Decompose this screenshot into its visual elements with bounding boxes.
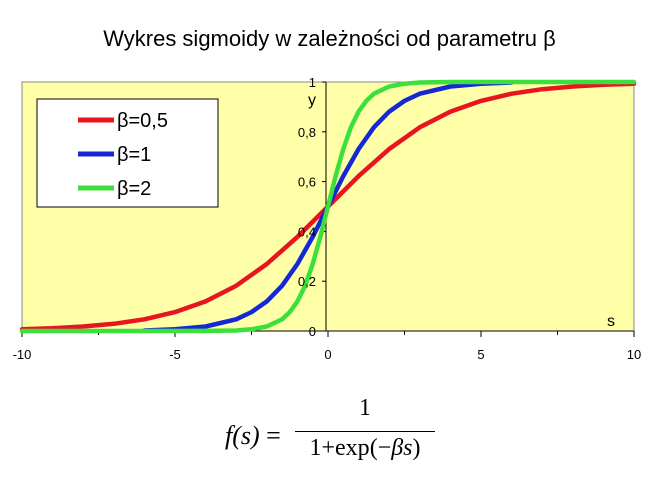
chart-title: Wykres sigmoidy w zależności od parametr…: [103, 26, 556, 51]
legend-label-1: β=0,5: [117, 110, 168, 132]
series-layer: [19, 79, 637, 334]
formula-den-beta: β: [391, 435, 404, 461]
x-tick-label: 5: [477, 347, 484, 362]
y-tick-label: 0,2: [298, 274, 316, 289]
x-tick-label: -5: [169, 347, 181, 362]
y-axis-label: y: [308, 92, 316, 109]
formula-den-one: 1: [309, 435, 322, 461]
sigmoid-formula: f(s) = 1 1+exp(−βs): [195, 395, 455, 475]
series-line-3: [19, 79, 637, 334]
y-tick-label: 0,6: [298, 175, 316, 190]
x-tick-label: 0: [324, 347, 331, 362]
formula-den-close: ): [412, 435, 421, 461]
formula-den-open: (−: [369, 435, 392, 461]
formula-den-exp: exp: [335, 435, 370, 461]
formula-fraction-bar: [295, 431, 435, 432]
formula-lhs: f(s) =: [225, 421, 281, 451]
formula-numerator: 1: [359, 395, 371, 421]
legend: β=0,5 β=1 β=2: [36, 98, 219, 208]
legend-label-3: β=2: [117, 178, 151, 200]
formula-denominator: 1+exp(−βs): [295, 435, 435, 462]
formula-arg: (s): [232, 421, 260, 450]
formula-f: f: [225, 421, 233, 450]
legend-box: [36, 98, 219, 208]
y-tick-label: 1: [309, 75, 316, 90]
y-tick-label: 0: [309, 324, 316, 339]
x-tick-label: 10: [627, 347, 641, 362]
formula-den-plus: +: [321, 435, 336, 461]
formula-equals: =: [266, 421, 281, 450]
tick-labels: -10 -5 0 5 10 0 0,2 0,4 0,6 0,8 1 y s: [13, 75, 642, 362]
y-tick-label: 0,8: [298, 125, 316, 140]
y-tick-label: 0,4: [298, 224, 316, 239]
formula-den-s: s: [403, 435, 413, 461]
x-tick-label: -10: [13, 347, 32, 362]
legend-label-2: β=1: [117, 144, 151, 166]
x-axis-label: s: [607, 313, 615, 330]
